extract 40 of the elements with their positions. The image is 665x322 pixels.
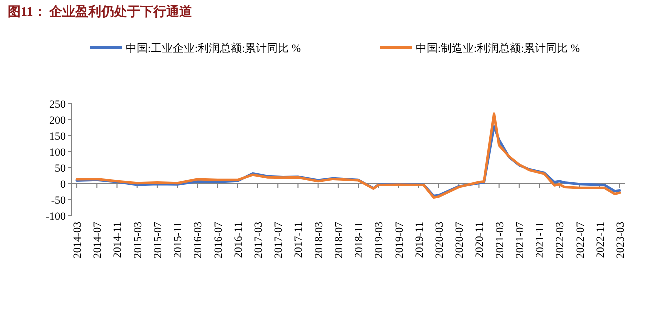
x-tick-label: 2015-03 bbox=[132, 222, 144, 259]
x-tick-label: 2015-07 bbox=[152, 222, 164, 259]
x-tick-label: 2022-07 bbox=[574, 222, 587, 259]
x-tick-label: 2018-03 bbox=[313, 222, 326, 259]
x-tick-label: 2017-11 bbox=[293, 222, 306, 258]
y-tick-label: -100 bbox=[46, 211, 66, 223]
x-tick-label: 2017-07 bbox=[273, 222, 286, 259]
x-tick-label: 2019-03 bbox=[374, 222, 386, 259]
x-tick-label: 2021-11 bbox=[534, 222, 547, 258]
y-tick-label: 0 bbox=[60, 179, 66, 191]
x-tick-label: 2018-11 bbox=[354, 222, 366, 258]
x-tick-label: 2019-07 bbox=[394, 222, 406, 259]
x-tick-label: 2016-11 bbox=[232, 222, 245, 258]
x-tick-label: 2014-07 bbox=[92, 222, 104, 259]
x-tick-label: 2022-03 bbox=[554, 222, 567, 259]
y-tick-label: -50 bbox=[51, 195, 66, 207]
x-tick-label: 2020-11 bbox=[474, 222, 486, 258]
x-tick-label: 2018-07 bbox=[333, 222, 346, 259]
line-series bbox=[76, 112, 622, 200]
x-tick-label: 2016-07 bbox=[212, 222, 225, 259]
y-tick-label: 150 bbox=[50, 131, 66, 143]
x-tick-label: 2022-11 bbox=[594, 222, 607, 258]
x-tick-label: 2023-03 bbox=[614, 222, 627, 259]
legend-label: 中国:工业企业:利润总额:累计同比 % bbox=[126, 42, 302, 55]
y-tick-label: 100 bbox=[50, 147, 66, 159]
x-tick-label: 2021-07 bbox=[514, 222, 526, 259]
x-tick-label: 2019-11 bbox=[414, 222, 426, 258]
legend-label: 中国:制造业:利润总额:累计同比 % bbox=[416, 42, 580, 55]
x-tick-label: 2014-03 bbox=[72, 222, 84, 259]
chart-title: 图11： 企业盈利仍处于下行通道 bbox=[8, 4, 194, 19]
x-tick-label: 2016-03 bbox=[192, 222, 205, 259]
y-tick-label: 250 bbox=[50, 99, 66, 111]
y-tick-label: 200 bbox=[50, 115, 66, 127]
x-tick-label: 2020-07 bbox=[454, 222, 466, 259]
x-tick-label: 2014-11 bbox=[112, 222, 124, 258]
x-tick-label: 2021-03 bbox=[494, 222, 506, 259]
x-tick-label: 2020-03 bbox=[434, 222, 446, 259]
y-tick-label: 50 bbox=[55, 163, 66, 175]
x-tick-label: 2017-03 bbox=[253, 222, 266, 259]
x-tick-label: 2015-11 bbox=[172, 222, 185, 258]
